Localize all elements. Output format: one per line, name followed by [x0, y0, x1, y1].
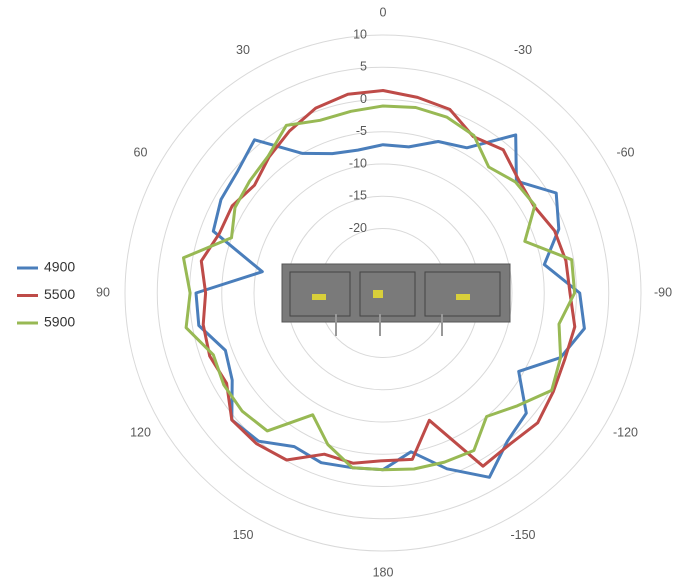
theta-tick-label: 120 [130, 425, 151, 439]
grid-ring [221, 131, 545, 455]
theta-tick-label: 30 [236, 43, 250, 57]
r-tick-label: -15 [349, 189, 367, 203]
r-tick-label: -10 [349, 156, 367, 170]
theta-tick-label: -90 [654, 285, 672, 299]
r-tick-label: 5 [360, 60, 367, 74]
grid-ring [156, 66, 610, 520]
theta-tick-label: -60 [616, 145, 634, 159]
theta-tick-label: 150 [233, 528, 254, 542]
r-tick-label: -20 [349, 221, 367, 235]
legend-label: 5500 [44, 286, 75, 302]
r-tick-label: -5 [356, 124, 367, 138]
theta-tick-label: 60 [134, 145, 148, 159]
r-tick-label: 0 [360, 92, 367, 106]
theta-tick-label: -150 [510, 528, 535, 542]
legend-label: 5900 [44, 314, 75, 330]
grid-ring [253, 163, 513, 423]
theta-tick-label: -120 [613, 425, 638, 439]
antenna-board [281, 263, 511, 336]
series-line [182, 104, 577, 472]
theta-tick-label: 180 [373, 565, 394, 579]
theta-tick-label: 90 [96, 285, 110, 299]
grid-ring [124, 34, 642, 552]
theta-tick-label: 0 [380, 5, 387, 19]
theta-tick-label: -30 [514, 43, 532, 57]
legend-label: 4900 [44, 259, 75, 275]
r-tick-label: 10 [353, 27, 367, 41]
